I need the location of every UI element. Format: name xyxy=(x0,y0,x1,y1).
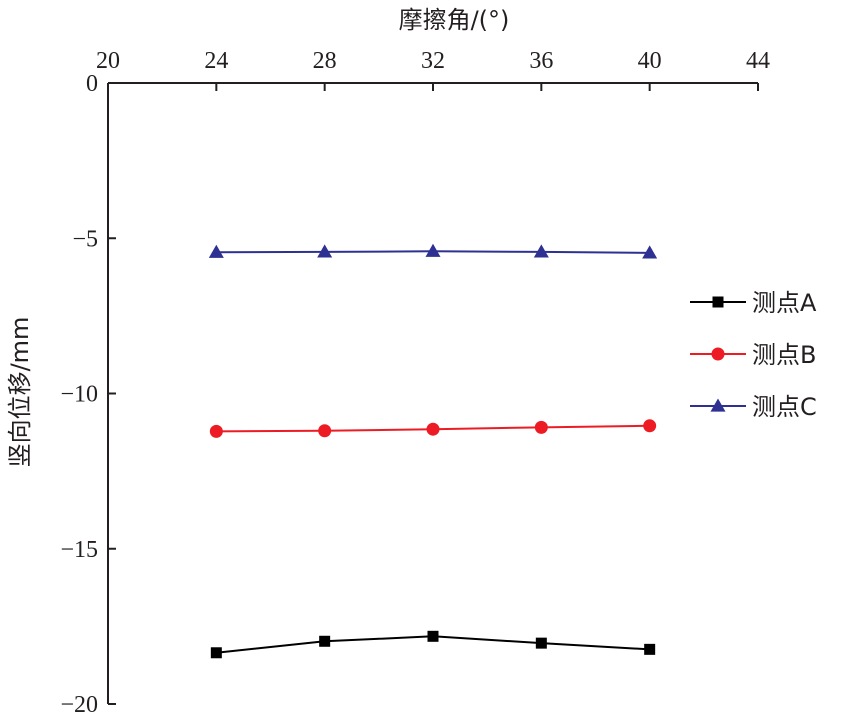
data-point xyxy=(533,244,549,258)
data-point xyxy=(426,422,440,436)
data-point xyxy=(427,630,439,642)
y-tick-label: −5 xyxy=(72,226,98,252)
legend-label: 测点C xyxy=(752,393,817,421)
data-point xyxy=(642,245,658,259)
legend-marker xyxy=(711,347,725,361)
x-tick-label: 40 xyxy=(638,48,662,74)
legend-item: 测点A xyxy=(690,289,817,317)
data-point xyxy=(644,643,656,655)
data-point xyxy=(425,243,441,257)
legend: 测点A 测点B 测点C xyxy=(690,289,817,421)
data-point xyxy=(319,635,331,647)
x-axis-title: 摩擦角/(°) xyxy=(399,6,510,34)
legend-label: 测点A xyxy=(752,289,817,317)
data-point xyxy=(535,637,547,649)
y-tick-label: −10 xyxy=(60,382,98,408)
x-tick-label: 44 xyxy=(746,48,770,74)
series-layer xyxy=(208,243,658,659)
axes: 20 24 28 32 36 40 44 0 −5 −10 −15 −20 xyxy=(60,48,770,716)
data-point xyxy=(209,424,223,438)
x-tick-label: 32 xyxy=(421,48,445,74)
y-tick-label: −15 xyxy=(60,537,98,563)
legend-marker xyxy=(712,296,724,308)
x-tick-label: 20 xyxy=(96,48,120,74)
x-tick-label: 24 xyxy=(204,48,228,74)
series-1 xyxy=(209,419,657,438)
x-tick-label: 36 xyxy=(529,48,553,74)
x-tick-label: 28 xyxy=(313,48,337,74)
legend-label: 测点B xyxy=(752,341,816,369)
data-point xyxy=(643,419,657,433)
series-2 xyxy=(208,243,658,259)
data-point xyxy=(534,420,548,434)
y-axis-title: 竖向位移/mm xyxy=(6,317,34,468)
series-0 xyxy=(210,630,656,659)
legend-item: 测点C xyxy=(690,393,817,421)
y-tick-label: 0 xyxy=(86,71,98,97)
data-point xyxy=(208,244,224,258)
y-tick-label: −20 xyxy=(60,692,98,716)
data-point xyxy=(317,244,333,258)
legend-marker xyxy=(710,398,726,412)
legend-item: 测点B xyxy=(690,341,816,369)
data-point xyxy=(318,424,332,438)
data-point xyxy=(210,647,222,659)
